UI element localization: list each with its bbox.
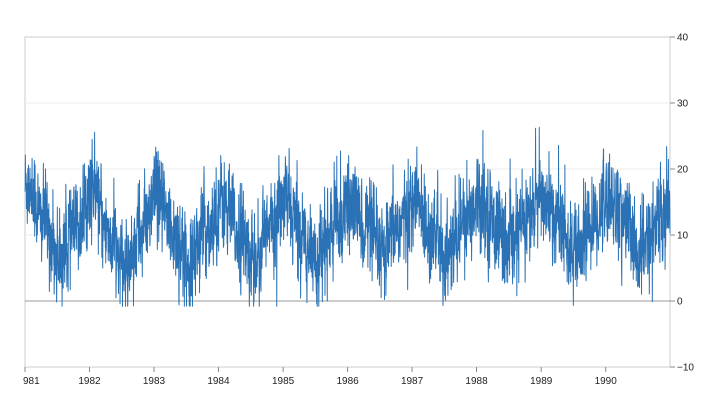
y-tick-label: 30 — [677, 99, 689, 110]
y-tick-label: 40 — [677, 33, 689, 44]
x-tick-label: 1989 — [530, 376, 553, 387]
x-tick-label: 1982 — [78, 376, 101, 387]
y-tick-label: 0 — [677, 297, 683, 308]
x-tick-label: 1983 — [143, 376, 166, 387]
x-tick-label: 981 — [23, 376, 40, 387]
y-axis: −10 0 10 20 30 40 — [670, 33, 694, 374]
x-tick-label: 1990 — [595, 376, 618, 387]
x-tick-label: 1988 — [465, 376, 488, 387]
x-tick-label: 1985 — [272, 376, 295, 387]
y-tick-label: 10 — [677, 231, 689, 242]
x-tick-label: 1987 — [401, 376, 424, 387]
x-tick-label: 1986 — [336, 376, 359, 387]
y-tick-label: 20 — [677, 165, 689, 176]
y-tick-label: −10 — [677, 363, 694, 374]
x-tick-label: 1984 — [207, 376, 230, 387]
series-line — [24, 126, 671, 307]
x-axis: 981 1982 1983 1984 1985 1986 1987 1988 1989 1990 — [23, 367, 617, 387]
